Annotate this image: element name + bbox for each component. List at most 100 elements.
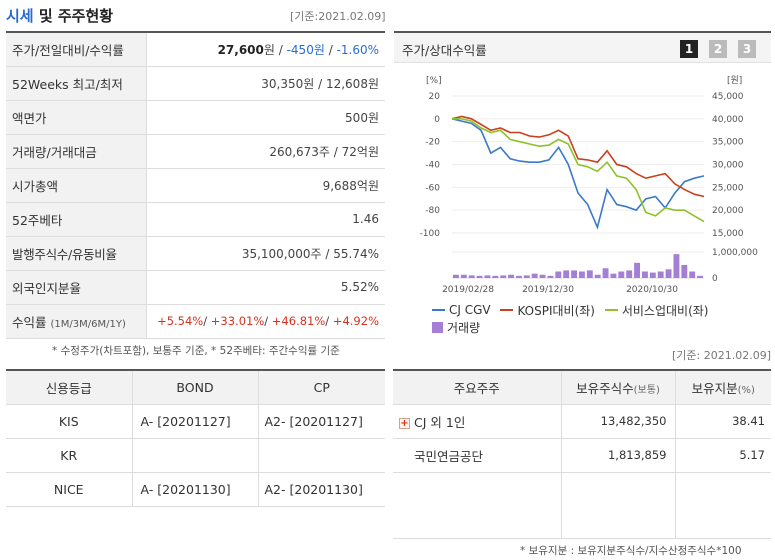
share-pct: 38.41 [675, 404, 771, 439]
share-holder: + CJ 외 1인 [393, 404, 562, 439]
credit-cp: A2- [20201127] [258, 404, 385, 439]
volume-bar [634, 262, 640, 278]
empty-cell [393, 472, 562, 539]
quote-note: * 수정주가(차트포함), 보통주 기준, * 52주베타: 주간수익률 기준 [52, 345, 340, 357]
volume-bar [626, 270, 633, 278]
share-header-pct-main: 보유지분 [691, 380, 738, 396]
price-change: -450원 [286, 42, 325, 57]
legend-item-cgv: CJ CGV [432, 303, 491, 317]
volume-bar [649, 272, 656, 278]
volume-bar [563, 270, 570, 278]
return-1m: +5.54% [157, 314, 204, 328]
shareholders-base-date: [기준: 2021.02.09] [672, 349, 772, 362]
credit-agency: KIS [6, 404, 133, 439]
mcap-label: 시가총액 [6, 168, 147, 203]
legend-label-service: 서비스업대비(좌) [621, 303, 709, 318]
chart-panel: 주가/상대수익률 1 2 3 [%] [원] 20 0 -20 -40 -60 -80 -100… [394, 31, 771, 342]
volume-bar [516, 275, 522, 278]
return-label-main: 수익률 [12, 314, 47, 330]
price: 27,600 [217, 42, 264, 57]
volume-value: 260,673주 / 72억원 [146, 134, 385, 169]
w52-label: 52Weeks 최고/최저 [6, 66, 147, 101]
volume-bar [523, 275, 530, 278]
chart-header: 주가/상대수익률 1 2 3 [394, 33, 771, 63]
volume-bar [468, 275, 475, 278]
y-right-tick-label: 30,000 [712, 161, 744, 171]
y-right-tick-label: 35,000 [712, 138, 744, 148]
return-value: +5.54%/ +33.01%/ +46.81%/ +4.92% [146, 304, 385, 339]
credit-cp: A2- [20201130] [258, 472, 385, 507]
credit-agency: KR [6, 438, 133, 473]
legend-label-kospi: KOSPI대비(좌) [517, 303, 595, 318]
table-row: + CJ 외 1인 13,482,350 38.41 [393, 404, 771, 439]
x-tick-label: 2019/12/30 [522, 285, 574, 295]
volume-bar [531, 273, 538, 278]
chart-page-3-button[interactable]: 3 [738, 40, 756, 58]
volume-bar [484, 275, 491, 278]
table-row: 거래량/거래대금 260,673주 / 72억원 [6, 134, 385, 169]
y-left-tick-label: -80 [425, 206, 440, 216]
volume-bar [673, 254, 680, 278]
chart-legend: CJ CGV KOSPI대비(좌) 서비스업대비(좌) 거래량 [432, 300, 772, 336]
volume-bar [547, 275, 554, 278]
credit-header-bond: BOND [132, 370, 259, 405]
volume-bar [453, 274, 459, 278]
y-left-tick-label: -100 [420, 229, 441, 239]
share-header-shares-main: 보유주식수 [576, 380, 634, 396]
series-line-2 [452, 118, 705, 223]
share-pct: 5.17 [675, 438, 771, 473]
legend-line-kospi [500, 309, 514, 311]
share-header-pct: 보유지분(%) [675, 370, 771, 405]
share-shares: 1,813,859 [561, 438, 676, 473]
return-6m: +46.81% [271, 314, 326, 328]
volume-bar [476, 275, 483, 278]
shareholders-note: * 보유지분 : 보유지분주식수/지수산정주식수*100 [520, 545, 742, 557]
volume-tick-label: 1,000,000 [712, 248, 758, 258]
chart-page-2-button[interactable]: 2 [709, 40, 727, 58]
volume-bar [689, 271, 696, 278]
shares-label: 발행주식수/유동비율 [6, 236, 147, 271]
share-header-shares-sub: (보통) [633, 384, 660, 396]
volume-bar [579, 271, 585, 278]
y-right-tick-label: 40,000 [712, 115, 744, 125]
price-value: 27,600원 / -450원 / -1.60% [146, 32, 385, 67]
expand-plus-icon[interactable]: + [399, 417, 410, 429]
share-holder-name: CJ 외 1인 [414, 414, 466, 430]
chart-page-1-button[interactable]: 1 [680, 40, 698, 58]
legend-label-cgv: CJ CGV [449, 303, 491, 317]
legend-item-kospi: KOSPI대비(좌) [500, 302, 595, 319]
quote-table: 주가/전일대비/수익률 27,600원 / -450원 / -1.60% 52W… [6, 31, 385, 339]
table-row: KR [6, 438, 385, 473]
y-left-tick-label: 0 [434, 115, 440, 125]
volume-bar [618, 271, 625, 278]
par-label: 액면가 [6, 100, 147, 135]
volume-bar [681, 265, 688, 278]
y-right-tick-label: 15,000 [712, 229, 744, 239]
y-right-unit: [원] [727, 75, 742, 86]
table-header-row: 신용등급 BOND CP [6, 370, 385, 405]
table-row: 수익률 (1M/3M/6M/1Y) +5.54%/ +33.01%/ +46.8… [6, 304, 385, 339]
legend-line-service [604, 309, 618, 311]
foreign-label: 외국인지분율 [6, 270, 147, 305]
beta-value: 1.46 [146, 202, 385, 237]
foreign-value: 5.52% [146, 270, 385, 305]
base-date: [기준:2021.02.09] [290, 10, 386, 23]
table-header-row: 주요주주 보유주식수(보통) 보유지분(%) [393, 370, 771, 405]
series-line-1 [451, 115, 705, 198]
chart-title: 주가/상대수익률 [402, 43, 487, 58]
legend-line-cgv [432, 309, 445, 311]
volume-bar [657, 271, 664, 278]
volume-label: 거래량/거래대금 [6, 134, 147, 169]
series-line-0 [451, 118, 705, 230]
y-left-tick-label: 20 [429, 92, 441, 102]
volume-bar [500, 275, 507, 278]
volume-bar [586, 270, 593, 278]
credit-bond [132, 438, 259, 473]
table-row: KIS A- [20201127] A2- [20201127] [6, 404, 385, 439]
w52-value: 30,350원 / 12,608원 [146, 66, 385, 101]
table-row: 52Weeks 최고/최저 30,350원 / 12,608원 [6, 66, 385, 101]
return-3m: +33.01% [210, 314, 265, 328]
y-right-tick-label: 20,000 [712, 206, 744, 216]
y-left-tick-label: -40 [425, 161, 440, 171]
volume-bar [571, 270, 577, 278]
